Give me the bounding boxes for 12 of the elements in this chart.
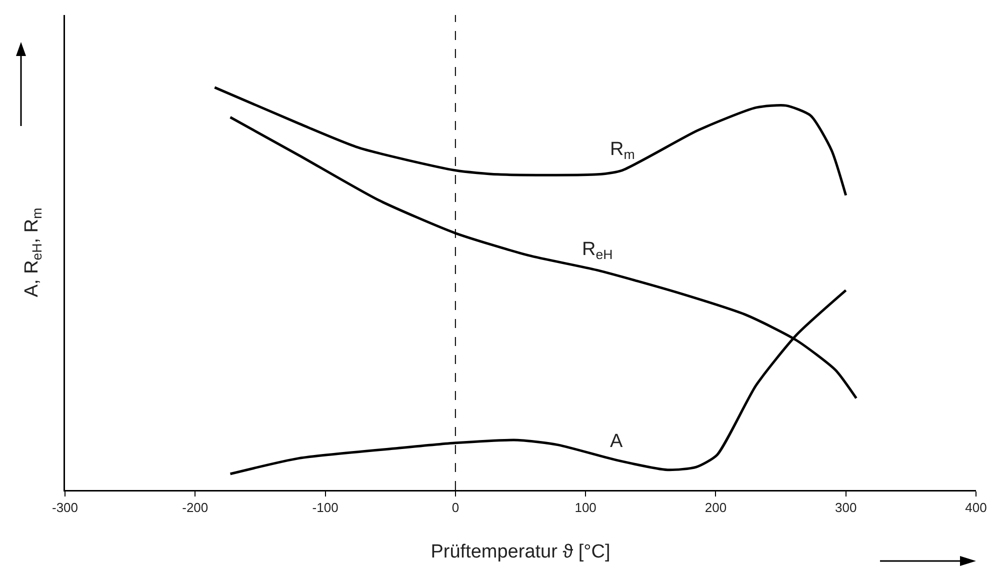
x-tick-label: 0 [452, 500, 460, 516]
x-tick-label: -200 [182, 500, 208, 516]
series-label: R$_{eH}$ [582, 239, 613, 262]
x-tick-label: 400 [965, 500, 987, 516]
x-tick-label: 100 [574, 500, 596, 516]
x-tick-label: -300 [52, 500, 78, 516]
x-tick-label: 300 [835, 500, 857, 516]
series-label: R$_{m}$ [610, 139, 635, 162]
x-tick-label: 200 [704, 500, 727, 516]
x-axis-title: Prüftemperatur ϑ [°C] [430, 542, 610, 563]
x-tick-label: -100 [312, 500, 338, 516]
series-label: A [610, 431, 623, 452]
